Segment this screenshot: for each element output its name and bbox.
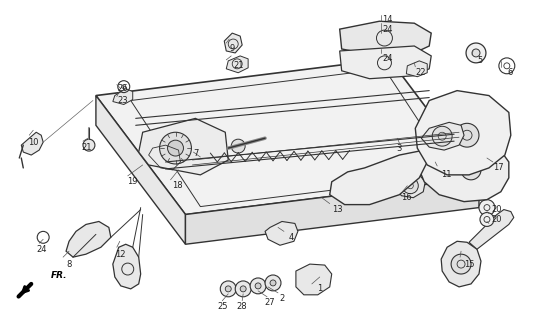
Text: 16: 16 [401,193,411,202]
Polygon shape [406,61,427,77]
Circle shape [455,123,479,147]
Text: 23: 23 [117,96,128,105]
Text: 24: 24 [36,245,46,254]
Polygon shape [340,21,431,56]
Circle shape [451,254,471,274]
Text: 3: 3 [397,144,402,153]
Polygon shape [226,56,248,73]
Circle shape [160,132,191,164]
Text: 9: 9 [229,44,235,53]
Text: 22: 22 [415,68,425,77]
Text: 10: 10 [28,138,39,147]
Text: 8: 8 [66,260,72,268]
Circle shape [250,278,266,294]
Text: 28: 28 [237,302,248,311]
Polygon shape [330,148,434,204]
Polygon shape [225,33,242,53]
Circle shape [472,49,480,57]
Circle shape [235,281,251,297]
Circle shape [220,281,236,297]
Polygon shape [96,96,185,244]
Circle shape [240,286,246,292]
Text: 7: 7 [194,148,199,157]
Polygon shape [418,138,509,202]
Polygon shape [185,178,479,244]
Polygon shape [21,132,43,155]
Text: 6: 6 [507,68,513,77]
Text: 24: 24 [382,54,393,63]
Circle shape [168,140,184,156]
Text: 13: 13 [332,205,343,214]
Text: 17: 17 [494,164,504,172]
Circle shape [255,283,261,289]
Circle shape [403,178,418,194]
Circle shape [265,275,281,291]
Polygon shape [395,174,425,198]
Polygon shape [415,91,511,175]
Circle shape [225,286,231,292]
Polygon shape [296,264,332,295]
Circle shape [480,212,494,227]
Polygon shape [429,163,451,180]
Circle shape [432,126,452,146]
Text: 24: 24 [382,25,393,34]
Text: 25: 25 [217,302,227,311]
Circle shape [231,139,245,153]
Text: 20: 20 [492,215,502,224]
Text: 27: 27 [265,298,275,307]
Text: 20: 20 [492,205,502,214]
Text: 4: 4 [288,233,294,242]
Text: 21: 21 [82,143,92,152]
Circle shape [270,280,276,286]
Text: 12: 12 [116,250,126,259]
Polygon shape [421,122,464,150]
Polygon shape [113,244,140,289]
Polygon shape [139,118,228,175]
Polygon shape [340,46,431,79]
Text: 26: 26 [117,84,128,93]
Circle shape [479,200,495,215]
Polygon shape [66,221,111,257]
Text: 2: 2 [279,294,285,303]
Circle shape [461,160,481,180]
Text: 18: 18 [172,181,183,190]
Polygon shape [113,89,133,105]
Text: 19: 19 [128,177,138,186]
Circle shape [466,43,486,63]
Text: 5: 5 [477,56,483,65]
Polygon shape [441,241,481,287]
Circle shape [83,139,95,151]
Text: FR.: FR. [51,271,67,281]
Polygon shape [96,59,479,214]
Text: 21: 21 [233,61,243,70]
Polygon shape [469,210,514,249]
Text: 14: 14 [382,15,393,24]
Text: 1: 1 [317,284,322,293]
Polygon shape [265,221,298,245]
Text: 11: 11 [441,170,451,180]
Text: 15: 15 [464,260,474,268]
